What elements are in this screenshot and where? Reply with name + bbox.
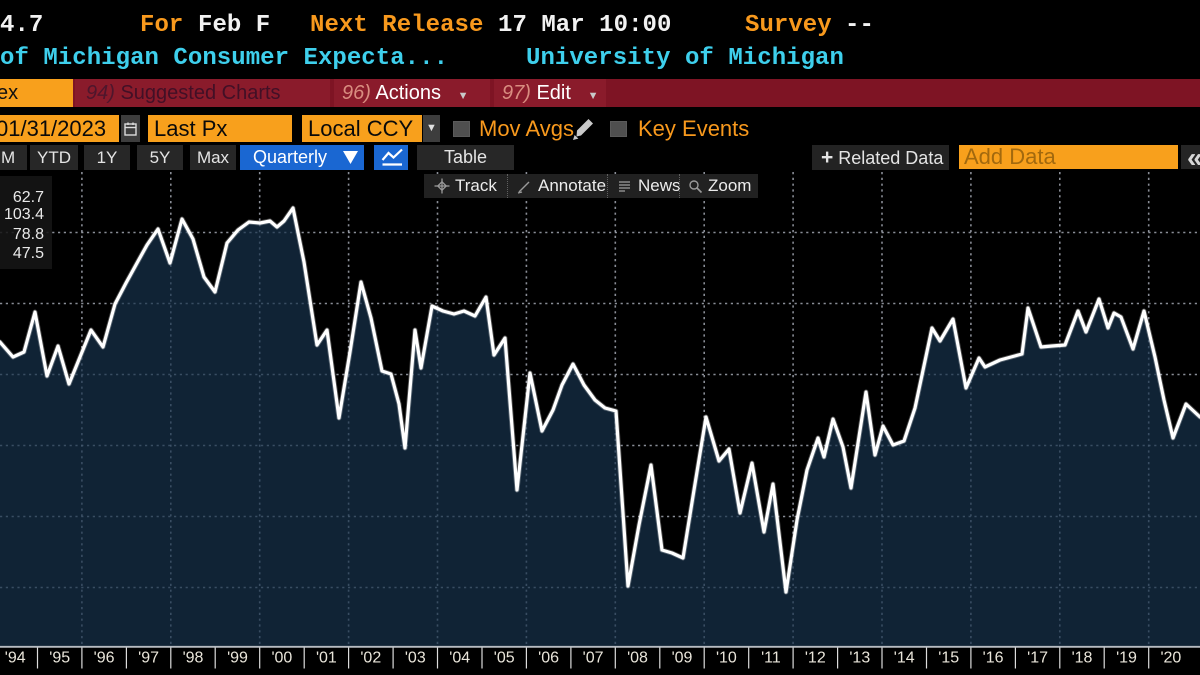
svg-text:'95: '95 [49, 650, 70, 667]
svg-text:'96: '96 [94, 650, 115, 667]
svg-text:'09: '09 [672, 650, 693, 667]
svg-text:'07: '07 [583, 650, 604, 667]
svg-text:'15: '15 [938, 650, 959, 667]
svg-text:'14: '14 [894, 650, 915, 667]
svg-text:'02: '02 [360, 650, 381, 667]
svg-text:'19: '19 [1116, 650, 1137, 667]
svg-text:'12: '12 [805, 650, 826, 667]
svg-text:'99: '99 [227, 650, 248, 667]
svg-text:'11: '11 [761, 650, 781, 667]
svg-text:'10: '10 [716, 650, 737, 667]
svg-text:'03: '03 [405, 650, 426, 667]
svg-text:'04: '04 [449, 650, 470, 667]
svg-text:'18: '18 [1072, 650, 1093, 667]
svg-text:'98: '98 [183, 650, 204, 667]
svg-text:'16: '16 [983, 650, 1004, 667]
svg-text:'01: '01 [316, 650, 337, 667]
svg-text:'00: '00 [271, 650, 292, 667]
svg-text:'94: '94 [5, 650, 26, 667]
svg-text:'06: '06 [538, 650, 559, 667]
svg-text:'05: '05 [494, 650, 515, 667]
svg-text:'08: '08 [627, 650, 648, 667]
svg-text:'97: '97 [138, 650, 159, 667]
svg-text:'20: '20 [1160, 650, 1181, 667]
svg-text:'17: '17 [1027, 650, 1048, 667]
svg-text:'13: '13 [849, 650, 870, 667]
